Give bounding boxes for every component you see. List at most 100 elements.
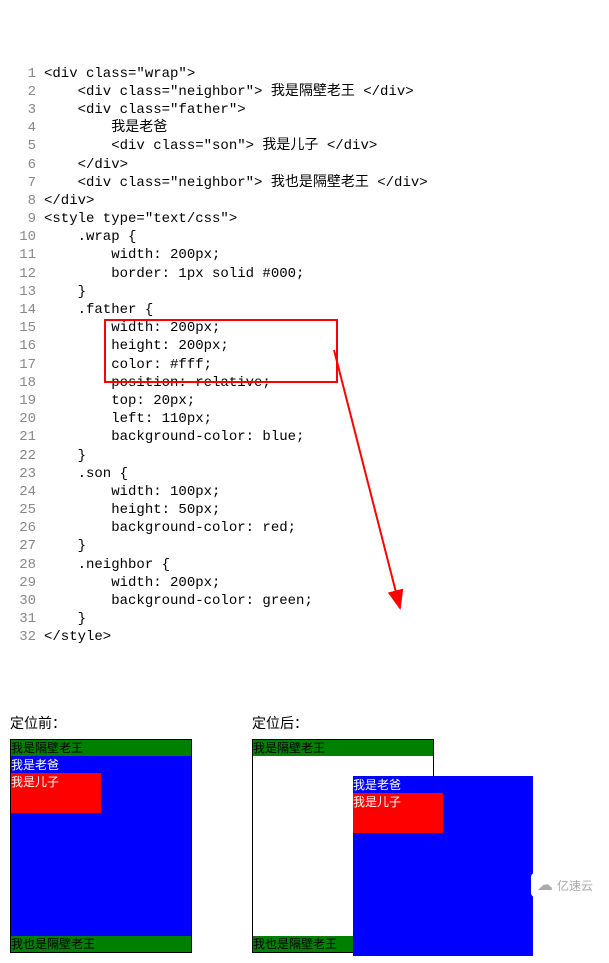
code-content: .father {: [44, 301, 153, 319]
examples-row: 定位前： 我是隔壁老王 我是老爸 我是儿子 我也是隔壁老王 定位后： 我是隔壁老…: [10, 713, 599, 953]
code-content: width: 200px;: [44, 319, 220, 337]
code-content: }: [44, 537, 86, 555]
line-number: 6: [10, 156, 36, 174]
son-block: 我是儿子: [11, 773, 101, 813]
father-block: 我是老爸 我是儿子: [353, 776, 533, 956]
code-line: 1 <div class="wrap">: [10, 65, 599, 83]
code-line: 6 </div>: [10, 156, 599, 174]
code-line: 14 .father {: [10, 301, 599, 319]
code-content: <div class="father">: [44, 101, 246, 119]
line-number: 18: [10, 374, 36, 392]
line-number: 12: [10, 265, 36, 283]
father-text: 我是老爸: [353, 778, 401, 792]
code-line: 21 background-color: blue;: [10, 428, 599, 446]
code-content: background-color: red;: [44, 519, 296, 537]
neighbor-block: 我是隔壁老王: [11, 740, 191, 756]
father-text: 我是老爸: [11, 758, 59, 772]
neighbor-block: 我也是隔壁老王: [11, 936, 191, 952]
line-number: 13: [10, 283, 36, 301]
neighbor-block: 我是隔壁老王: [253, 740, 433, 756]
line-number: 30: [10, 592, 36, 610]
line-number: 19: [10, 392, 36, 410]
line-number: 4: [10, 119, 36, 137]
line-number: 2: [10, 83, 36, 101]
watermark-text: 亿速云: [557, 877, 593, 894]
line-number: 15: [10, 319, 36, 337]
code-line: 12 border: 1px solid #000;: [10, 265, 599, 283]
line-number: 9: [10, 210, 36, 228]
line-number: 10: [10, 228, 36, 246]
line-number: 29: [10, 574, 36, 592]
code-line: 10 .wrap {: [10, 228, 599, 246]
son-block: 我是儿子: [353, 793, 443, 833]
line-number: 5: [10, 137, 36, 155]
code-line: 32</style>: [10, 628, 599, 646]
line-number: 28: [10, 556, 36, 574]
line-number: 22: [10, 447, 36, 465]
code-content: width: 200px;: [44, 574, 220, 592]
line-number: 16: [10, 337, 36, 355]
code-content: background-color: green;: [44, 592, 313, 610]
code-line: 27 }: [10, 537, 599, 555]
code-line: 22 }: [10, 447, 599, 465]
code-line: 4 我是老爸: [10, 119, 599, 137]
code-content: background-color: blue;: [44, 428, 304, 446]
code-content: 我是老爸: [44, 119, 167, 137]
line-number: 8: [10, 192, 36, 210]
line-number: 25: [10, 501, 36, 519]
father-block: 我是老爸 我是儿子: [11, 756, 191, 936]
code-content: <div class="neighbor"> 我是隔壁老王 </div>: [44, 83, 414, 101]
code-content: width: 100px;: [44, 483, 220, 501]
code-line: 8 </div>: [10, 192, 599, 210]
code-content: <div class="son"> 我是儿子 </div>: [44, 137, 377, 155]
line-number: 24: [10, 483, 36, 501]
code-content: <div class="neighbor"> 我也是隔壁老王 </div>: [44, 174, 428, 192]
code-line: 13 }: [10, 283, 599, 301]
code-content: .wrap {: [44, 228, 136, 246]
line-number: 32: [10, 628, 36, 646]
code-line: 18 position: relative;: [10, 374, 599, 392]
code-line: 11 width: 200px;: [10, 246, 599, 264]
line-number: 26: [10, 519, 36, 537]
code-line: 2 <div class="neighbor"> 我是隔壁老王 </div>: [10, 83, 599, 101]
example-after: 定位后： 我是隔壁老王 我是老爸 我是儿子 我也是隔壁老王: [252, 713, 434, 953]
code-line: 9 <style type="text/css">: [10, 210, 599, 228]
code-content: position: relative;: [44, 374, 271, 392]
code-line: 25 height: 50px;: [10, 501, 599, 519]
line-number: 31: [10, 610, 36, 628]
line-number: 23: [10, 465, 36, 483]
line-number: 11: [10, 246, 36, 264]
father-placeholder: 我是老爸 我是儿子: [253, 756, 433, 936]
code-line: 19 top: 20px;: [10, 392, 599, 410]
cloud-icon: ☁: [537, 875, 553, 895]
code-line: 29 width: 200px;: [10, 574, 599, 592]
code-line: 15 width: 200px;: [10, 319, 599, 337]
code-content: top: 20px;: [44, 392, 195, 410]
code-content: color: #fff;: [44, 356, 212, 374]
code-content: <div class="wrap">: [44, 65, 195, 83]
code-line: 16 height: 200px;: [10, 337, 599, 355]
code-content: height: 50px;: [44, 501, 220, 519]
code-line: 17 color: #fff;: [10, 356, 599, 374]
before-label: 定位前：: [10, 713, 192, 733]
code-content: </div>: [44, 156, 128, 174]
code-content: .neighbor {: [44, 556, 170, 574]
line-number: 7: [10, 174, 36, 192]
after-label: 定位后：: [252, 713, 434, 733]
code-content: </div>: [44, 192, 94, 210]
code-line: 5 <div class="son"> 我是儿子 </div>: [10, 137, 599, 155]
code-line: 23 .son {: [10, 465, 599, 483]
line-number: 20: [10, 410, 36, 428]
code-content: <style type="text/css">: [44, 210, 237, 228]
code-line: 26 background-color: red;: [10, 519, 599, 537]
line-number: 3: [10, 101, 36, 119]
code-content: height: 200px;: [44, 337, 229, 355]
demo-wrap-after: 我是隔壁老王 我是老爸 我是儿子 我也是隔壁老王: [252, 739, 434, 953]
code-content: }: [44, 610, 86, 628]
example-before: 定位前： 我是隔壁老王 我是老爸 我是儿子 我也是隔壁老王: [10, 713, 192, 953]
line-number: 27: [10, 537, 36, 555]
code-block: 1<div class="wrap">2 <div class="neighbo…: [10, 10, 599, 683]
code-content: }: [44, 283, 86, 301]
code-line: 7 <div class="neighbor"> 我也是隔壁老王 </div>: [10, 174, 599, 192]
line-number: 1: [10, 65, 36, 83]
